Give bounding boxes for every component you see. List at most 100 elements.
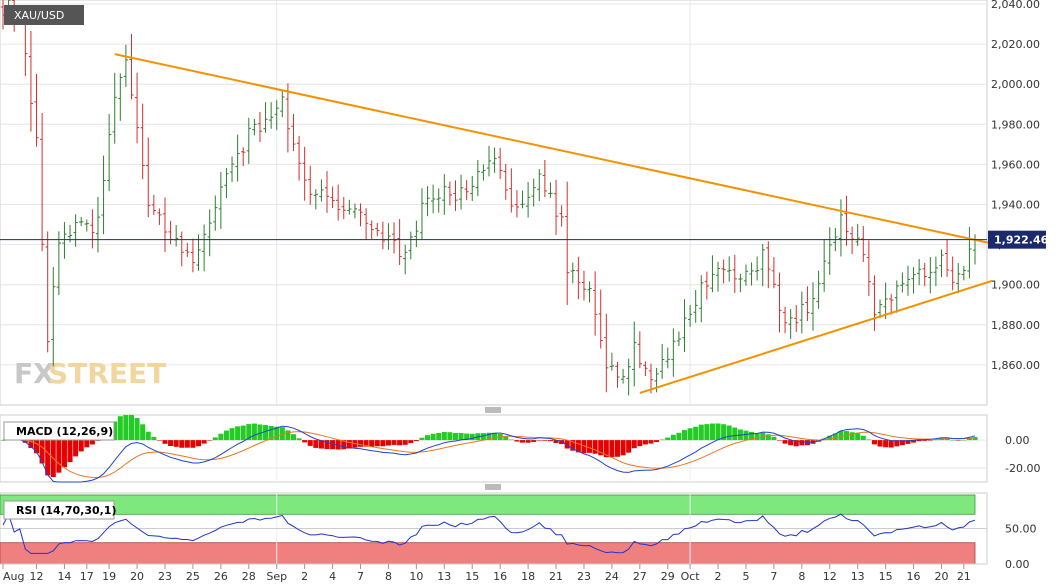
macd-histogram-bar [799,440,805,446]
macd-histogram-bar [240,425,246,441]
macd-histogram-bar [520,440,526,443]
macd-histogram-bar [922,440,928,441]
macd-histogram-bar [682,430,688,441]
macd-histogram-bar [626,440,632,453]
macd-histogram-bar [397,440,403,446]
macd-histogram-bar [480,433,486,441]
macd-histogram-bar [916,440,922,442]
x-tick-label: 15 [879,570,893,583]
macd-histogram-bar [972,436,978,441]
x-tick-label: 13 [437,570,451,583]
macd-histogram-bar [67,440,73,463]
macd-histogram-bar [721,424,727,441]
macd-y-axis: -20.00 0.00 [1005,434,1040,475]
macd-histogram-bar [883,440,889,448]
macd-histogram-bar [196,440,202,447]
resize-handle-2[interactable] [485,484,501,490]
macd-histogram-bar [263,425,269,441]
macd-line [2,425,976,483]
macd-histogram-bar [542,440,548,441]
macd-histogram-bar [559,440,565,445]
macd-histogram-bar [458,432,464,441]
macd-histogram-bar [430,433,436,441]
x-tick-label: 16 [493,570,507,583]
macd-histogram-bar [687,428,693,441]
macd-histogram-bar [592,440,598,454]
x-tick-label: 27 [633,570,647,583]
price-panel[interactable]: FX STREET XAU/USD [0,0,993,406]
price-grid [0,0,987,405]
last-price-badge: 1,922.46 [988,230,1049,249]
ascending-support-trendline[interactable] [639,279,993,394]
macd-histogram-bar [374,440,380,447]
macd-histogram-bar [743,430,749,441]
descending-resistance-trendline[interactable] [114,53,993,245]
macd-histogram-bar [514,440,520,442]
macd-histogram-bar [966,438,972,441]
macd-histogram-bar [302,440,308,443]
macd-histogram-bar [905,440,911,444]
x-tick-label: Sep [266,570,287,583]
last-price-badge-bg [988,230,1046,249]
macd-histogram-bar [832,433,838,441]
rsi-title: RSI (14,70,30,1) [16,504,116,517]
macd-histogram-bar [670,434,676,441]
macd-histogram-bar [22,440,28,443]
macd-histogram-bar [380,440,386,447]
macd-histogram-bar [503,436,509,441]
macd-histogram-bar [866,439,872,441]
macd-histogram-bar [603,440,609,458]
macd-histogram-bar [698,424,704,441]
macd-histogram-bar [39,440,45,464]
macd-histogram-bar [676,432,682,441]
macd-histogram-bar [659,439,665,441]
macd-histogram-bar [581,440,587,454]
x-tick-label: 23 [577,570,591,583]
macd-panel[interactable]: MACD (12,26,9) [0,414,988,483]
macd-histogram-bar [771,436,777,441]
time-x-axis: Aug 12 14 17 19 20 23 25 26 28 Sep 2 4 7 8 10 13 15 16 18 21… [2,564,971,583]
resize-handle-1[interactable] [485,407,501,413]
macd-histogram-bar [274,426,280,441]
macd-histogram-bar [84,440,90,448]
macd-histogram-bar [575,440,581,453]
macd-histogram-bar [620,440,626,456]
macd-histogram-bar [793,440,799,447]
macd-histogram-bar [184,440,190,448]
macd-histogram-bar [223,430,229,441]
macd-panel-frame [0,414,988,483]
macd-histogram-bar [151,436,157,441]
macd-histogram-bar [749,431,755,441]
macd-histogram-bar [776,440,782,441]
rsi-panel[interactable]: RSI (14,70,30,1) [0,492,988,565]
logo-street-text: STREET [48,357,166,390]
macd-histogram-bar [73,440,79,457]
price-tick-label: 2,020.00 [991,38,1040,51]
rsi-oversold-zone [0,542,976,565]
x-tick-label: 2 [715,570,722,583]
macd-histogram-bar [654,440,660,443]
macd-title: MACD (12,26,9) [16,425,113,438]
symbol-badge[interactable]: XAU/USD [4,5,84,25]
macd-histogram-bar [324,440,330,450]
macd-histogram-bar [313,440,319,448]
macd-histogram-bar [201,440,207,444]
macd-histogram-bar [631,440,637,449]
macd-histogram-bar [268,425,274,441]
price-tick-label: 1,980.00 [991,118,1040,131]
macd-histogram-bar [358,440,364,447]
macd-histogram-bar [944,438,950,441]
macd-histogram-bar [363,440,369,447]
macd-histogram-bar [436,433,442,441]
x-tick-label: 19 [102,570,116,583]
macd-histogram-bar [849,432,855,441]
macd-tick-label: -20.00 [1005,462,1040,475]
macd-histogram-bar [726,425,732,441]
macd-histogram-bar [888,440,894,448]
price-tick-label: 2,000.00 [991,78,1040,91]
macd-histogram-bar [782,440,788,444]
macd-histogram-bar [190,440,196,448]
macd-histogram-bar [642,440,648,445]
macd-histogram-bar [536,440,542,441]
